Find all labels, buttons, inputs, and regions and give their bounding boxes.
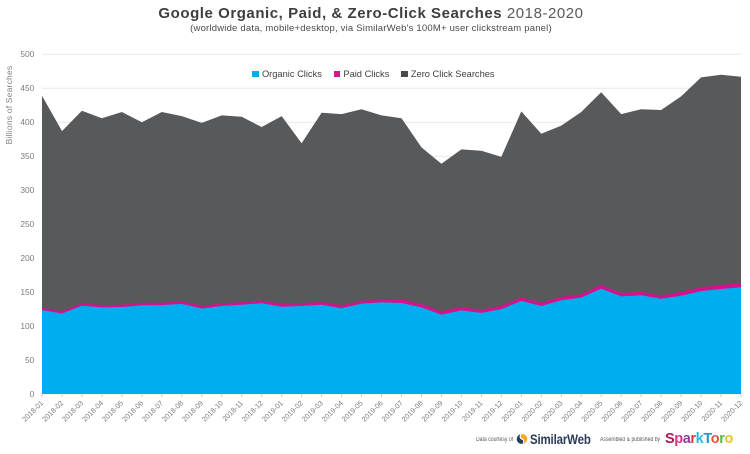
svg-text:200: 200 xyxy=(20,253,34,263)
svg-text:0: 0 xyxy=(30,389,35,399)
svg-text:2020-10: 2020-10 xyxy=(679,399,704,424)
svg-text:2019-10: 2019-10 xyxy=(440,399,465,424)
svg-text:100: 100 xyxy=(20,321,34,331)
svg-text:250: 250 xyxy=(20,219,34,229)
svg-text:150: 150 xyxy=(20,287,34,297)
svg-text:350: 350 xyxy=(20,151,34,161)
svg-text:50: 50 xyxy=(25,355,35,365)
svg-text:2020-12: 2020-12 xyxy=(719,399,744,424)
svg-text:400: 400 xyxy=(20,117,34,127)
svg-text:2018-10: 2018-10 xyxy=(200,399,225,424)
svg-text:300: 300 xyxy=(20,185,34,195)
svg-text:450: 450 xyxy=(20,83,34,93)
svg-text:500: 500 xyxy=(20,49,34,59)
